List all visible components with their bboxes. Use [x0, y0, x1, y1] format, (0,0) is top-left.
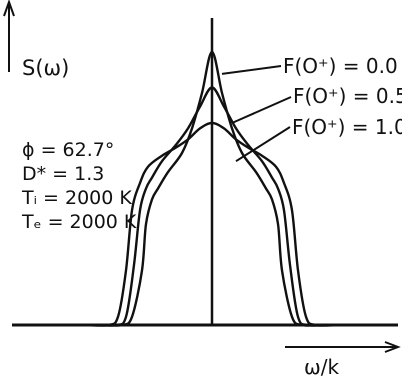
- curves: [81, 50, 343, 327]
- series-line-0: [101, 50, 323, 327]
- y-arrow-head: [3, 0, 15, 17]
- x-axis-label: ω/k: [304, 355, 340, 379]
- x-arrow-head: [384, 341, 401, 353]
- label-leader-lines: [221, 65, 292, 163]
- param-ti: Tᵢ = 2000 K: [22, 187, 132, 209]
- param-dstar: D* = 1.3: [22, 163, 105, 185]
- curve-label-f05: F(O⁺) = 0.5: [293, 84, 402, 108]
- series-line-2: [81, 121, 343, 327]
- curve-label-f00: F(O⁺) = 0.0: [283, 54, 398, 78]
- leader-line-2: [235, 126, 291, 163]
- leader-line-0: [221, 65, 282, 75]
- curve-label-f10: F(O⁺) = 1.0: [292, 115, 402, 139]
- param-phi: ϕ = 62.7°: [22, 139, 115, 161]
- series-line-1: [91, 86, 333, 327]
- parameter-block: ϕ = 62.7° D* = 1.3 Tᵢ = 2000 K Tₑ = 2000…: [22, 138, 136, 234]
- leader-line-1: [231, 96, 292, 124]
- param-te: Tₑ = 2000 K: [22, 211, 137, 233]
- y-axis-label: S(ω): [22, 56, 70, 80]
